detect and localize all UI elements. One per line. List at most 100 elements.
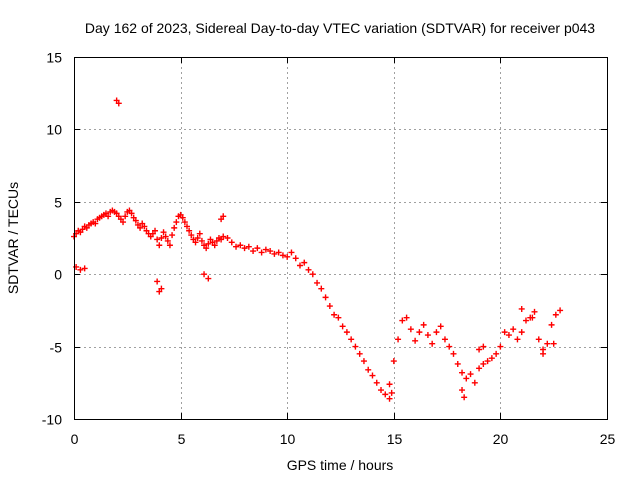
plot-frame — [74, 57, 608, 420]
data-point — [544, 340, 551, 347]
data-point — [437, 323, 444, 330]
data-point — [386, 395, 393, 402]
data-point — [339, 323, 346, 330]
data-point — [224, 235, 231, 241]
data-point — [529, 314, 536, 321]
data-point — [152, 227, 159, 234]
data-point — [476, 365, 483, 372]
data-point — [535, 336, 542, 343]
data-point — [552, 311, 559, 318]
data-point — [198, 237, 205, 244]
y-tick-label: 5 — [54, 195, 62, 211]
data-point — [343, 329, 350, 336]
data-point — [288, 249, 295, 256]
data-point — [318, 285, 325, 292]
data-point — [205, 275, 212, 282]
data-point — [369, 372, 376, 379]
data-point — [237, 242, 244, 249]
y-tick-label: 15 — [46, 50, 62, 66]
data-point — [550, 340, 557, 347]
data-point — [403, 314, 410, 321]
x-tick-label: 20 — [493, 431, 509, 447]
data-point — [296, 262, 303, 269]
data-point — [522, 317, 529, 324]
data-point — [166, 242, 173, 249]
data-point — [154, 278, 161, 285]
data-point — [105, 213, 112, 220]
data-point — [326, 303, 333, 310]
data-point — [518, 305, 525, 312]
data-point — [120, 219, 127, 226]
data-point — [262, 246, 269, 253]
data-point — [390, 358, 397, 365]
data-point — [433, 329, 440, 336]
data-point — [160, 229, 167, 236]
data-point — [399, 317, 406, 324]
data-point — [548, 321, 555, 328]
data-point — [194, 235, 201, 241]
chart-title: Day 162 of 2023, Sidereal Day-to-day VTE… — [85, 20, 595, 36]
data-point — [309, 271, 316, 278]
data-point — [254, 245, 261, 252]
data-point — [424, 332, 431, 339]
data-point — [196, 230, 203, 237]
data-point — [322, 294, 329, 301]
data-point — [531, 308, 538, 315]
data-point — [373, 379, 380, 386]
data-point — [305, 266, 312, 273]
data-point — [211, 242, 218, 249]
data-point — [446, 343, 453, 350]
data-point — [203, 245, 210, 252]
data-point — [356, 350, 363, 357]
grid-layer — [74, 57, 607, 419]
data-point — [81, 265, 88, 272]
data-point — [484, 358, 491, 365]
data-point — [480, 360, 487, 367]
data-point — [412, 337, 419, 344]
data-point — [476, 346, 483, 353]
data-point — [171, 224, 178, 231]
data-point — [205, 240, 212, 247]
data-point — [201, 271, 208, 278]
data-point — [183, 223, 190, 230]
data-point — [429, 340, 436, 347]
data-point — [241, 245, 248, 252]
data-point — [192, 239, 199, 246]
data-point — [188, 232, 195, 239]
data-point — [514, 336, 521, 343]
data-point — [275, 249, 282, 256]
data-point — [463, 375, 470, 382]
data-point — [459, 369, 466, 376]
y-axis-label: SDTVAR / TECUs — [5, 182, 21, 294]
data-point — [132, 217, 139, 224]
data-point — [441, 336, 448, 343]
data-point — [156, 242, 163, 249]
data-point — [348, 336, 355, 343]
data-point — [250, 248, 257, 255]
data-point — [220, 213, 227, 220]
data-point — [454, 360, 461, 367]
y-tick-label: 0 — [54, 267, 62, 283]
data-point — [557, 307, 564, 314]
x-tick-label: 10 — [280, 431, 296, 447]
data-point — [301, 259, 308, 266]
data-point — [493, 350, 500, 357]
data-point — [331, 311, 338, 318]
data-point — [292, 255, 299, 262]
data-points — [71, 97, 564, 402]
data-point — [471, 379, 478, 386]
data-point — [488, 355, 495, 362]
data-point — [137, 224, 144, 231]
data-point — [450, 350, 457, 357]
axis-ticks: 0 5 10 15 20 25 -10 -5 0 5 10 15 — [42, 50, 616, 448]
data-point — [360, 358, 367, 365]
data-point — [158, 285, 165, 292]
data-point — [395, 336, 402, 343]
y-tick-label: 10 — [46, 122, 62, 138]
data-point — [335, 314, 342, 321]
data-point — [352, 343, 359, 350]
data-point — [420, 321, 427, 328]
data-point — [220, 233, 227, 240]
